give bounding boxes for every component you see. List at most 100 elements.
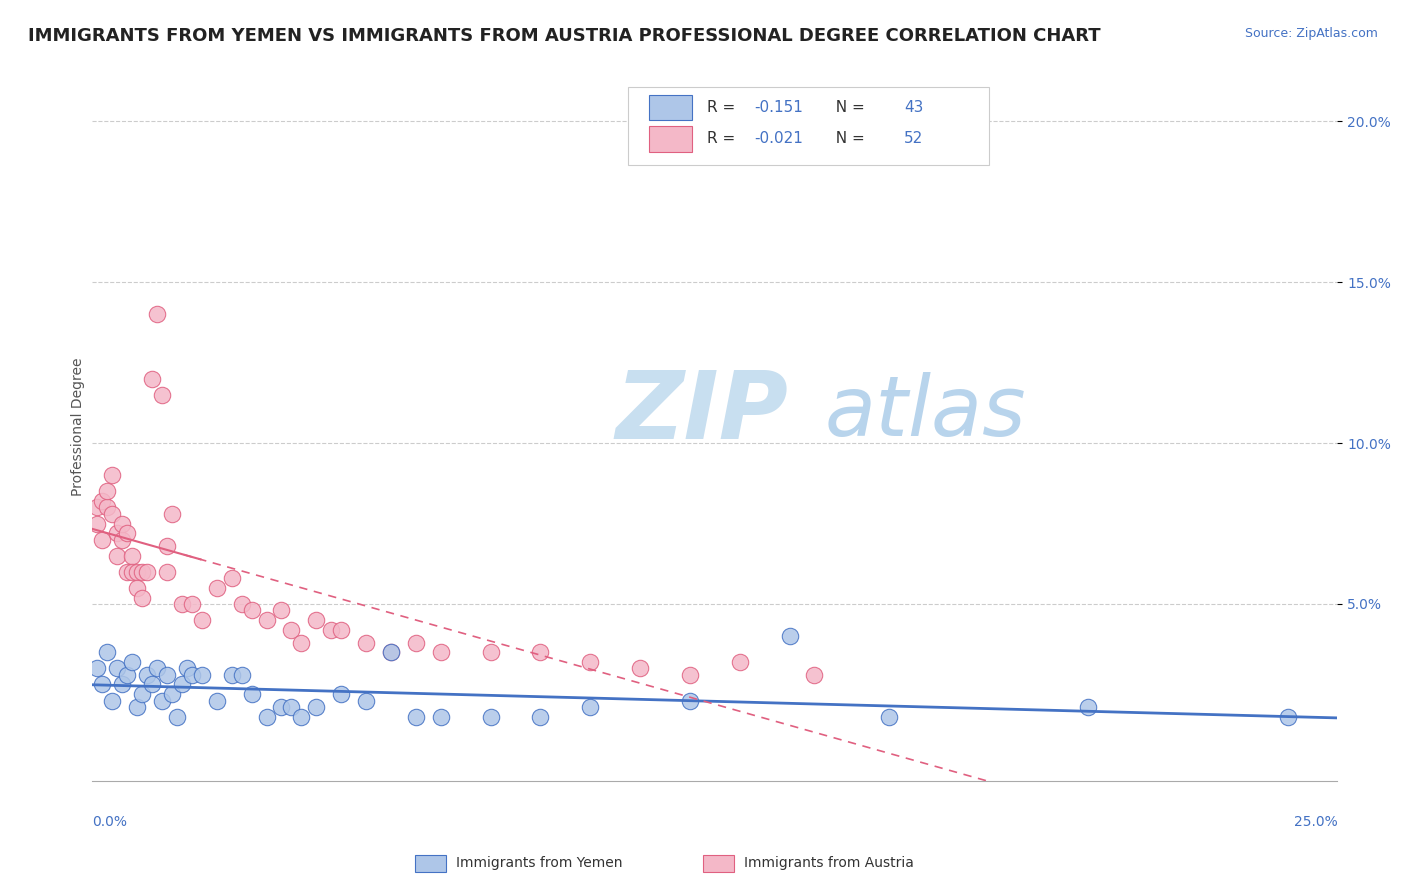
Point xyxy=(191,667,214,681)
Point xyxy=(779,629,801,643)
Text: N =: N = xyxy=(825,100,869,115)
FancyBboxPatch shape xyxy=(648,126,692,152)
Point xyxy=(101,468,124,483)
Point xyxy=(529,645,551,659)
Point xyxy=(221,571,243,585)
Point xyxy=(105,526,128,541)
Point xyxy=(86,516,108,531)
Point xyxy=(240,687,263,701)
Point xyxy=(150,693,173,707)
Point xyxy=(628,661,651,675)
Point xyxy=(121,655,143,669)
Point xyxy=(115,667,138,681)
Point xyxy=(679,667,702,681)
Point xyxy=(191,613,214,627)
Point xyxy=(111,677,134,691)
Point xyxy=(354,635,377,649)
Text: -0.021: -0.021 xyxy=(755,131,803,146)
Point xyxy=(579,700,602,714)
Point xyxy=(146,661,169,675)
Point xyxy=(270,700,292,714)
Point xyxy=(529,709,551,723)
Text: -0.151: -0.151 xyxy=(755,100,803,115)
Point xyxy=(136,667,159,681)
Point xyxy=(125,565,148,579)
Point xyxy=(354,693,377,707)
Text: 43: 43 xyxy=(904,100,924,115)
Point xyxy=(321,623,343,637)
Text: 0.0%: 0.0% xyxy=(93,815,127,829)
Point xyxy=(380,645,402,659)
Point xyxy=(479,645,502,659)
Text: ZIP: ZIP xyxy=(616,367,787,458)
Point xyxy=(86,661,108,675)
Text: Immigrants from Yemen: Immigrants from Yemen xyxy=(456,856,621,871)
Text: IMMIGRANTS FROM YEMEN VS IMMIGRANTS FROM AUSTRIA PROFESSIONAL DEGREE CORRELATION: IMMIGRANTS FROM YEMEN VS IMMIGRANTS FROM… xyxy=(28,27,1101,45)
Point xyxy=(146,307,169,321)
Point xyxy=(156,539,179,553)
Point xyxy=(96,500,118,515)
Point xyxy=(121,549,143,563)
Point xyxy=(803,667,825,681)
Point xyxy=(86,500,108,515)
Point xyxy=(170,677,193,691)
Point xyxy=(256,709,278,723)
Point xyxy=(121,565,143,579)
Point xyxy=(240,603,263,617)
Point xyxy=(270,603,292,617)
Point xyxy=(105,661,128,675)
Point xyxy=(96,645,118,659)
Point xyxy=(1077,700,1099,714)
Text: R =: R = xyxy=(707,131,741,146)
Point xyxy=(160,687,183,701)
FancyBboxPatch shape xyxy=(627,87,988,165)
Point xyxy=(131,591,153,605)
Point xyxy=(176,661,198,675)
Point xyxy=(166,709,188,723)
Point xyxy=(405,635,427,649)
Point xyxy=(290,709,312,723)
Text: R =: R = xyxy=(707,100,741,115)
Point xyxy=(256,613,278,627)
Point xyxy=(205,581,228,595)
Point xyxy=(156,667,179,681)
Point xyxy=(231,597,253,611)
Point xyxy=(290,635,312,649)
Point xyxy=(180,597,202,611)
Point xyxy=(131,565,153,579)
Point xyxy=(430,709,453,723)
Point xyxy=(231,667,253,681)
Point xyxy=(305,700,328,714)
Point xyxy=(160,507,183,521)
Point xyxy=(150,388,173,402)
Y-axis label: Professional Degree: Professional Degree xyxy=(72,358,86,496)
Point xyxy=(105,549,128,563)
Point xyxy=(180,667,202,681)
Point xyxy=(91,533,114,547)
Text: N =: N = xyxy=(825,131,869,146)
Point xyxy=(205,693,228,707)
Point xyxy=(115,526,138,541)
Point xyxy=(579,655,602,669)
Point xyxy=(115,565,138,579)
Point xyxy=(877,709,900,723)
Point xyxy=(330,623,353,637)
FancyBboxPatch shape xyxy=(648,95,692,120)
Text: Source: ZipAtlas.com: Source: ZipAtlas.com xyxy=(1244,27,1378,40)
Point xyxy=(330,687,353,701)
Point xyxy=(125,581,148,595)
Point xyxy=(91,494,114,508)
Point xyxy=(679,693,702,707)
Point xyxy=(156,565,179,579)
Point xyxy=(430,645,453,659)
Point xyxy=(111,533,134,547)
Point xyxy=(136,565,159,579)
Point xyxy=(96,484,118,499)
Point xyxy=(479,709,502,723)
Point xyxy=(111,516,134,531)
Point xyxy=(280,623,302,637)
Point xyxy=(170,597,193,611)
Point xyxy=(221,667,243,681)
Text: 52: 52 xyxy=(904,131,924,146)
Text: Immigrants from Austria: Immigrants from Austria xyxy=(744,856,914,871)
